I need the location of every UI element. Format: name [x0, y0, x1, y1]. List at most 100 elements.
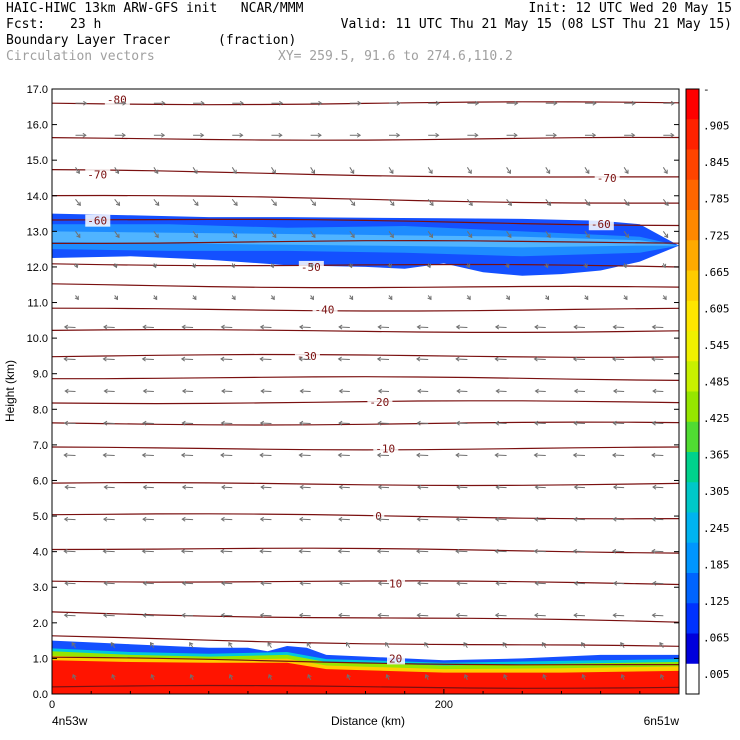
- vector-arrow: [378, 326, 390, 328]
- vector-arrow: [613, 422, 625, 425]
- vector-arrow: [652, 518, 664, 521]
- vector-arrow-head: [377, 580, 383, 586]
- vector-arrow: [534, 550, 546, 553]
- vector-arrow: [153, 231, 159, 238]
- isotherm-line: [51, 547, 680, 554]
- colorbar-label: .665: [703, 266, 730, 279]
- isotherm-line: [51, 283, 680, 289]
- isotherm-line: [51, 353, 680, 358]
- vector-arrow: [103, 358, 115, 360]
- vector-arrow: [534, 454, 546, 457]
- vector-arrow: [310, 167, 315, 174]
- vector-arrow: [464, 674, 468, 680]
- vector-arrow-head: [416, 580, 422, 586]
- vector-arrow: [182, 486, 194, 489]
- vector-arrow: [545, 231, 551, 238]
- vector-arrow: [377, 358, 390, 360]
- tracer-fill-layer: [52, 213, 679, 694]
- vector-arrow-head: [141, 548, 146, 554]
- vector-arrow: [377, 550, 390, 553]
- vector-arrow-head: [142, 388, 147, 394]
- colorbar-label: .245: [703, 522, 730, 535]
- vector-arrow-head: [415, 548, 421, 554]
- vector-label: Circulation vectors: [6, 49, 155, 64]
- vector-arrow: [299, 326, 311, 328]
- y-axis-label: Height (km): [3, 360, 17, 422]
- vector-arrow-head: [670, 132, 675, 138]
- vector-arrow: [385, 642, 390, 649]
- vector-arrow-head: [611, 452, 617, 458]
- vector-arrow-head: [427, 295, 432, 301]
- vector-arrow-head: [338, 324, 343, 330]
- vector-arrow-head: [388, 295, 393, 301]
- colorbar-swatch: [686, 300, 699, 332]
- vector-arrow-head: [611, 356, 617, 362]
- vector-arrow-head: [259, 516, 265, 522]
- vector-arrow-head: [269, 263, 275, 269]
- vector-arrow: [466, 167, 472, 174]
- vector-arrow: [260, 454, 272, 457]
- vector-arrow-head: [220, 420, 225, 426]
- vector-arrow-head: [221, 388, 226, 394]
- vector-arrow-head: [573, 580, 578, 586]
- colorbar-swatch: [686, 361, 699, 392]
- vector-arrow-head: [272, 201, 277, 207]
- vector-arrow: [114, 167, 119, 174]
- vector-arrow-head: [416, 420, 421, 426]
- vector-arrow: [153, 199, 160, 206]
- vector-arrow: [181, 358, 194, 360]
- isotherm-label-bg: [85, 214, 111, 227]
- vector-arrow-head: [573, 516, 578, 522]
- vector-arrow-head: [416, 356, 421, 362]
- vector-arrow-head: [239, 132, 244, 138]
- isotherm-line: [51, 307, 680, 312]
- vector-arrow: [574, 518, 585, 521]
- vector-arrow: [388, 167, 394, 174]
- vector-arrow: [496, 582, 507, 585]
- vector-arrow: [623, 167, 629, 174]
- vector-arrow-head: [141, 356, 146, 362]
- header-init: Init: 12 UTC Wed 20 May 15: [528, 1, 733, 16]
- vector-arrow: [613, 614, 625, 617]
- vector-arrow-head: [337, 452, 342, 458]
- vector-arrow-head: [113, 263, 118, 269]
- vector-arrow-head: [155, 201, 160, 207]
- vector-arrow: [104, 582, 115, 585]
- vector-arrow-head: [181, 612, 186, 618]
- colorbar-label: .725: [703, 229, 730, 242]
- vector-arrow: [271, 199, 277, 206]
- circulation-vectors: [63, 100, 676, 680]
- vector-arrow: [153, 167, 159, 174]
- vector-arrow-head: [623, 295, 628, 301]
- colorbar-swatch: [686, 512, 699, 544]
- vector-arrow-head: [670, 100, 676, 106]
- vector-arrow-head: [546, 169, 551, 175]
- isotherm-line: [51, 684, 680, 689]
- vector-arrow-head: [231, 295, 236, 301]
- vector-arrow-head: [494, 452, 499, 458]
- upper-plume-core: [52, 231, 679, 248]
- vector-arrow: [221, 390, 233, 392]
- vector-arrow-head: [63, 452, 68, 458]
- vector-arrow-head: [377, 388, 383, 394]
- vector-arrow-head: [502, 641, 507, 647]
- vector-arrow-head: [664, 233, 669, 239]
- vector-arrow: [620, 642, 625, 649]
- vector-arrow: [338, 454, 350, 457]
- vector-arrow-head: [390, 201, 395, 207]
- header-title: HAIC-HIWC 13km ARW-GFS init NCAR/MMM: [6, 1, 304, 16]
- vector-arrow-head: [534, 516, 539, 522]
- vector-arrow: [495, 454, 507, 457]
- vector-arrow-head: [298, 516, 304, 522]
- vector-arrow-head: [455, 548, 460, 554]
- vector-arrow: [652, 614, 664, 617]
- vector-arrow: [72, 674, 76, 680]
- isotherm-label: -50: [301, 261, 321, 274]
- vector-arrow: [229, 674, 233, 680]
- vector-arrow-head: [572, 356, 578, 362]
- isotherm-label: -70: [87, 168, 107, 181]
- vector-arrow: [261, 486, 272, 489]
- vector-arrow: [653, 390, 664, 392]
- vector-arrow: [378, 518, 390, 521]
- vector-arrow: [300, 582, 311, 585]
